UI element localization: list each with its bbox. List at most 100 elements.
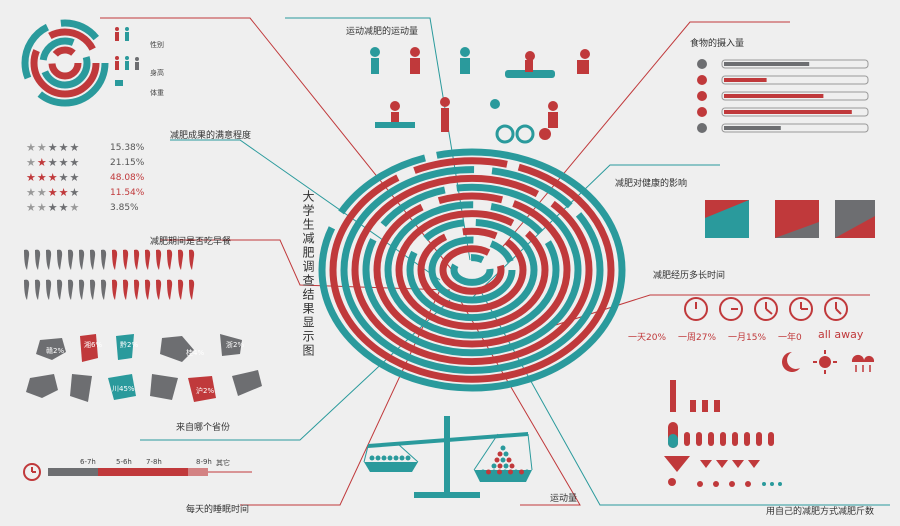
bread-icon — [178, 249, 184, 270]
weight-ball — [503, 451, 509, 457]
bread-icon — [46, 279, 52, 300]
bread-icon — [134, 279, 140, 300]
bread-icon — [167, 249, 173, 270]
duration-label: 一周27% — [678, 333, 717, 343]
food-bar — [724, 78, 767, 82]
bread-icon — [167, 279, 173, 300]
star-rating-row-4: ★★★★★ — [26, 186, 81, 199]
exercise-title: 运动减肥的运动量 — [346, 27, 419, 37]
weight-ball — [500, 457, 506, 463]
weight-ball — [491, 463, 497, 469]
weight-ball — [503, 463, 509, 469]
bread-icon — [123, 279, 129, 300]
amount-title: 运动量 — [550, 494, 578, 504]
star-rating-row-5: ★★★★★ — [26, 201, 81, 214]
weight-ball — [508, 469, 513, 475]
star-rating-row-1: ★★★★★ — [26, 141, 81, 154]
bread-icon — [189, 249, 195, 270]
bread-icon — [90, 249, 96, 270]
bread-icon — [178, 279, 184, 300]
province-label: 浙2% — [226, 341, 245, 349]
bread-icon — [145, 279, 151, 300]
bread-icon — [145, 249, 151, 270]
duration-label: all away — [818, 328, 864, 341]
food-bar — [724, 126, 781, 130]
bread-icon — [68, 249, 74, 270]
bread-icon — [156, 279, 162, 300]
ring — [373, 192, 571, 348]
weight-ball — [491, 469, 497, 475]
bread-icon — [189, 279, 195, 300]
food-bar — [724, 110, 852, 114]
weight-ball — [480, 469, 486, 475]
ring — [395, 210, 549, 330]
gender-donut-chart — [21, 19, 109, 107]
sleep-tick: 6-7h — [80, 458, 96, 466]
satisfaction-pct: 21.15% — [110, 158, 145, 168]
gender-label: 性别 — [150, 41, 164, 49]
bread-icon — [24, 279, 30, 300]
food-icon — [697, 123, 707, 133]
weight-ball — [405, 455, 411, 461]
ring — [450, 254, 494, 286]
bread-icon — [79, 279, 85, 300]
province-label: 黔2% — [120, 341, 139, 349]
bread-icon — [156, 249, 162, 270]
weight-ball — [497, 451, 503, 457]
bread-icon — [57, 249, 63, 270]
weight-ball — [393, 455, 399, 461]
weight-ball — [369, 455, 375, 461]
ring — [384, 201, 560, 339]
bread-icon — [35, 279, 41, 300]
bread-icon — [57, 279, 63, 300]
sleep-title: 每天的睡眠时间 — [186, 505, 250, 515]
food-bar — [724, 94, 824, 98]
satisfaction-pct: 3.85% — [110, 203, 139, 213]
weight-ball — [509, 463, 515, 469]
bread-icon — [68, 279, 74, 300]
vertical-title: 大学生减肥调查结果显示图 — [301, 190, 315, 358]
ring — [406, 218, 538, 322]
bread-icon — [35, 249, 41, 270]
weight-ball — [494, 457, 500, 463]
weather-icons — [782, 350, 875, 374]
breakfast-title: 减肥期间是否吃早餐 — [150, 237, 232, 247]
breakfast-icons — [24, 249, 195, 300]
weight-ball — [399, 455, 405, 461]
weight-ball — [500, 445, 506, 451]
bread-icon — [90, 279, 96, 300]
sleep-tick: 7-8h — [146, 458, 162, 466]
height-label: 身高 — [150, 69, 164, 77]
bread-icon — [112, 249, 118, 270]
food-icon — [697, 59, 707, 69]
sleep-tick: 5-6h — [116, 458, 132, 466]
ring — [329, 157, 615, 383]
weight-ball — [519, 469, 524, 475]
weight-ball — [524, 469, 530, 475]
bread-icon — [79, 249, 85, 270]
ring — [428, 236, 516, 304]
duration-label: 一月15% — [728, 333, 767, 343]
bread-icon — [101, 249, 107, 270]
weight-ball — [513, 469, 519, 475]
sleep-tick: 8-9h — [196, 458, 212, 466]
duration-label: 一年0 — [778, 333, 802, 343]
weight-ball — [486, 469, 491, 475]
food-icon — [697, 75, 707, 85]
weight-ball — [497, 463, 503, 469]
satisfaction-title: 减肥成果的满意程度 — [170, 131, 252, 141]
ring — [318, 148, 626, 392]
star-rating-row-2: ★★★★★ — [26, 156, 81, 169]
concentric-rings — [318, 148, 626, 392]
bread-icon — [101, 279, 107, 300]
health-boxes — [705, 200, 875, 238]
weight-ball — [375, 455, 381, 461]
weight-ball — [506, 457, 512, 463]
satisfaction-pct: 48.08% — [110, 173, 145, 183]
province-label: 沪2% — [196, 387, 215, 395]
province-title: 来自哪个省份 — [176, 423, 231, 433]
food-icon — [697, 91, 707, 101]
weight-label: 体重 — [150, 89, 164, 97]
